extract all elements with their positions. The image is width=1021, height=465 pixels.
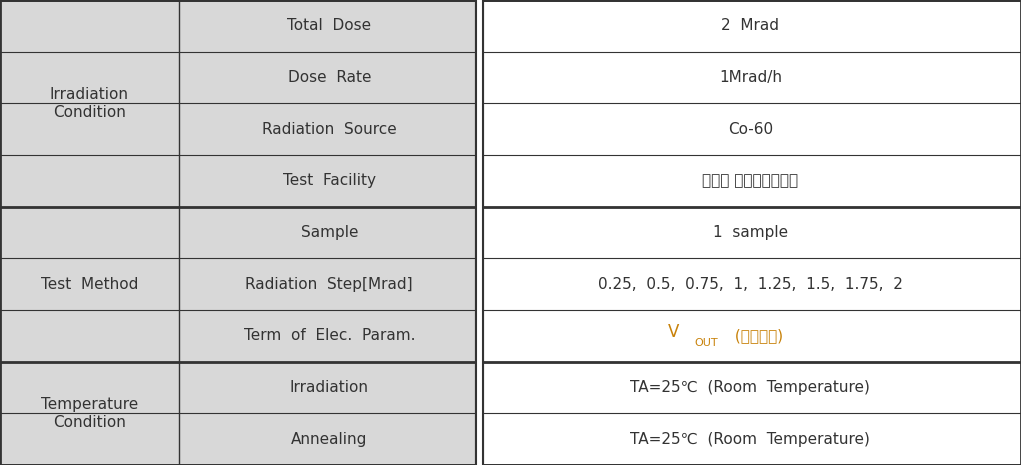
Text: Test  Facility: Test Facility xyxy=(283,173,376,188)
Text: Temperature
Condition: Temperature Condition xyxy=(41,397,138,430)
Text: 0.25,  0.5,  0.75,  1,  1.25,  1.5,  1.75,  2: 0.25, 0.5, 0.75, 1, 1.25, 1.5, 1.75, 2 xyxy=(598,277,903,292)
Bar xyxy=(480,0,1021,52)
Text: Test  Method: Test Method xyxy=(41,277,138,292)
Text: Radiation  Step[Mrad]: Radiation Step[Mrad] xyxy=(245,277,414,292)
Bar xyxy=(476,0,483,465)
Bar xyxy=(480,413,1021,465)
Bar xyxy=(480,155,1021,206)
Bar xyxy=(480,52,1021,103)
Text: Radiation  Source: Radiation Source xyxy=(262,122,396,137)
Text: Sample: Sample xyxy=(300,225,358,240)
Bar xyxy=(179,206,480,259)
Bar xyxy=(0,362,179,465)
Text: Annealing: Annealing xyxy=(291,432,368,447)
Bar xyxy=(179,413,480,465)
Text: Co-60: Co-60 xyxy=(728,122,773,137)
Text: OUT: OUT xyxy=(694,338,718,348)
Text: Total  Dose: Total Dose xyxy=(287,18,372,33)
Bar xyxy=(179,0,480,52)
Bar xyxy=(179,52,480,103)
Bar xyxy=(179,259,480,310)
Bar xyxy=(179,362,480,413)
Text: TA=25℃  (Room  Temperature): TA=25℃ (Room Temperature) xyxy=(631,432,870,447)
Text: Irradiation
Condition: Irradiation Condition xyxy=(50,87,129,120)
Bar xyxy=(0,206,179,362)
Bar xyxy=(179,103,480,155)
Bar xyxy=(480,103,1021,155)
Text: Dose  Rate: Dose Rate xyxy=(288,70,371,85)
Text: 1  sample: 1 sample xyxy=(713,225,788,240)
Text: (피크전압): (피크전압) xyxy=(730,328,783,343)
Bar xyxy=(480,362,1021,413)
Text: TA=25℃  (Room  Temperature): TA=25℃ (Room Temperature) xyxy=(631,380,870,395)
Text: 2  Mrad: 2 Mrad xyxy=(722,18,779,33)
Bar xyxy=(0,0,179,206)
Text: V: V xyxy=(668,323,680,341)
Text: Term  of  Elec.  Param.: Term of Elec. Param. xyxy=(244,328,415,343)
Text: 고준위 방사선조사장치: 고준위 방사선조사장치 xyxy=(702,173,798,188)
Bar xyxy=(179,155,480,206)
Bar xyxy=(480,310,1021,362)
Text: Irradiation: Irradiation xyxy=(290,380,369,395)
Bar xyxy=(480,206,1021,259)
Bar xyxy=(480,259,1021,310)
Text: 1Mrad/h: 1Mrad/h xyxy=(719,70,782,85)
Bar xyxy=(179,310,480,362)
